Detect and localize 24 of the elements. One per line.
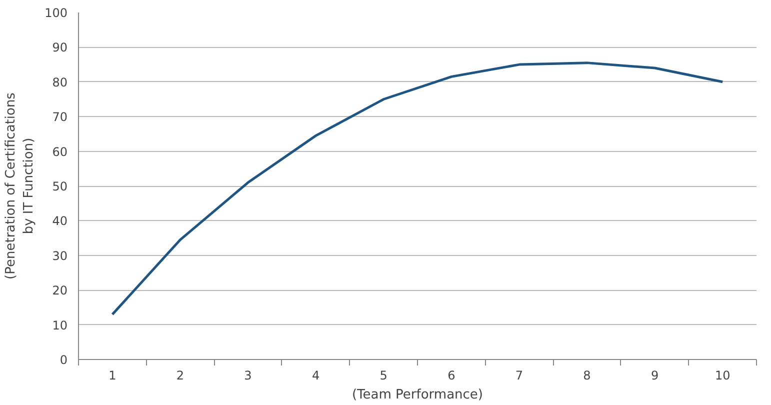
y-tick-label: 80	[52, 75, 68, 90]
x-tick-label: 8	[583, 368, 591, 382]
x-tick-label: 1	[108, 368, 116, 382]
x-tick-label: 2	[176, 368, 184, 382]
y-tick-label: 60	[52, 144, 68, 159]
y-tick-label: 0	[60, 353, 68, 367]
y-axis-title: (Penetration of Certifications by IT Function)	[4, 92, 37, 280]
y-tick-label: 100	[44, 6, 68, 20]
x-tick-label: 9	[650, 368, 659, 382]
y-tick-label: 10	[52, 318, 68, 332]
line-series	[111, 62, 724, 316]
x-tick-label: 6	[448, 368, 456, 382]
y-tick-label: 40	[52, 214, 68, 228]
x-tick-label: 7	[515, 368, 524, 382]
x-tick-label: 10	[714, 368, 730, 382]
x-tick-label: 4	[312, 368, 320, 382]
y-tick-label: 20	[52, 284, 68, 298]
x-tick-label: 5	[380, 368, 388, 382]
y-tick-label: 90	[52, 40, 68, 55]
y-tick-label: 50	[52, 180, 68, 194]
y-tick-label: 30	[52, 248, 68, 263]
x-axis-title: (Team Performance)	[352, 388, 484, 402]
y-tick-label: 70	[52, 110, 68, 124]
x-tick-label: 3	[244, 368, 252, 382]
